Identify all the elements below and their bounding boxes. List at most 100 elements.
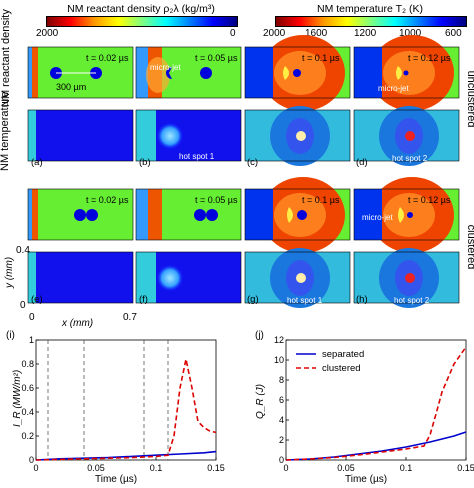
temperature-colorbar-tick: 1600: [305, 28, 328, 39]
panel-label-a: (a): [31, 157, 43, 168]
panel-frame: [135, 188, 242, 241]
jet: [287, 207, 293, 223]
y-tick-label: 2: [279, 435, 284, 445]
y-tick-label: 10: [274, 355, 284, 365]
panel-label-h: (h): [356, 294, 368, 305]
x-tick-label: 0: [33, 463, 38, 473]
y-tick-label: 8: [279, 375, 284, 385]
bubble: [297, 210, 307, 220]
x-tick-label: 0.05: [87, 463, 105, 473]
panel-density-2-2: [244, 177, 351, 253]
jet: [283, 66, 289, 80]
hot-spot: [405, 273, 415, 283]
panel-density-0-3: [353, 35, 460, 111]
collapsing-bubble: [166, 67, 172, 79]
bubble: [206, 209, 218, 221]
x-tick-label: 0.1: [400, 463, 413, 473]
reacted-edge: [354, 189, 382, 240]
panel-frame: [135, 46, 242, 99]
scale-bar-label: 300 µm: [56, 82, 87, 92]
reacted-edge: [354, 47, 382, 98]
temperature-field: [28, 252, 133, 303]
time-label-d: t = 0.12 µs: [408, 53, 451, 63]
panel-temp-1-0: [27, 109, 134, 162]
panel-density-0-1: [135, 46, 242, 99]
hot-spot: [296, 131, 306, 141]
panel-temp-3-3: [353, 248, 460, 308]
heated-region: [28, 110, 36, 161]
map-ytick-top: 0.4: [16, 245, 30, 256]
panel-density-2-3: [353, 177, 460, 253]
map-xtick-left: 0: [29, 312, 35, 323]
plot-frame: [35, 339, 217, 461]
bubble: [403, 70, 409, 76]
plot-j-xlabel: Time (µs): [345, 474, 388, 485]
time-label-e: t = 0.02 µs: [86, 195, 129, 205]
panel-label-b: (b): [139, 157, 151, 168]
x-tick-label: 0.15: [207, 463, 225, 473]
x-tick-label: 0: [283, 463, 288, 473]
time-label-a: t = 0.02 µs: [86, 53, 129, 63]
hotspot2-label-h: hot spot 2: [394, 296, 430, 305]
temperature-colorbar-title: NM temperature T₂ (K): [317, 3, 423, 15]
hot-spot: [405, 131, 415, 141]
series-line-1: [35, 359, 217, 461]
panel-frame: [244, 109, 351, 162]
density-colorbar-tick-right: 0: [230, 28, 236, 39]
map-ytick-bottom: 0: [20, 300, 26, 311]
panel-frame: [353, 251, 460, 304]
compressed-zone: [383, 51, 435, 95]
y-tick-label: 0: [279, 455, 284, 465]
legend-label: clustered: [322, 363, 361, 374]
panel-temp-1-3: [353, 106, 460, 166]
shocked-region: [148, 189, 162, 240]
panel-temp-3-1: [135, 251, 242, 304]
y-tick-label: 0.2: [21, 431, 34, 441]
plot-j-ylabel: Q_R (J): [255, 384, 266, 419]
time-label-f: t = 0.05 µs: [195, 195, 238, 205]
heated-region: [28, 252, 36, 303]
panel-frame: [244, 251, 351, 304]
plot-i-label: (i): [6, 330, 15, 341]
bubble: [194, 209, 206, 221]
bubble: [200, 67, 212, 79]
temperature-colorbar-tick: 1200: [354, 28, 377, 39]
reacted-region: [136, 47, 148, 98]
y-tick-label: 4: [279, 415, 284, 425]
reacted-region: [28, 47, 32, 98]
jet: [398, 207, 404, 223]
reacted-region: [136, 189, 148, 240]
hot-spot: [296, 273, 306, 283]
panel-density-2-1: [135, 188, 242, 241]
density-colorbar: [46, 16, 238, 27]
heated-region: [136, 110, 156, 161]
panel-frame: [353, 109, 460, 162]
temperature-colorbar-tick: 1000: [399, 28, 422, 39]
panel-frame: [353, 188, 460, 241]
hot-glow: [156, 122, 184, 150]
y-tick-label: 0.8: [21, 359, 34, 369]
reacted-edge: [245, 47, 273, 98]
panel-frame: [135, 251, 242, 304]
microjet-label-b: micro-jet: [150, 63, 181, 72]
simulation-panels: [27, 35, 460, 308]
panel-frame: [27, 46, 134, 99]
panel-temp-1-1: [135, 109, 242, 162]
jet: [396, 66, 402, 80]
panel-frame: [353, 46, 460, 99]
plot-i-xlabel: Time (µs): [95, 474, 138, 485]
plot-i: 0 0.05 0.1 0.15 0 0.2 0.4 0.6 0.8 1: [21, 335, 225, 473]
temperature-field: [28, 110, 133, 161]
x-tick-label: 0.05: [337, 463, 355, 473]
panel-frame: [244, 188, 351, 241]
compressed-zone: [146, 57, 170, 93]
panel-frame: [27, 109, 134, 162]
reacted-region: [28, 189, 32, 240]
panel-label-g: (g): [247, 294, 259, 305]
panel-label-d: (d): [356, 157, 368, 168]
x-tick-label: 0.15: [457, 463, 474, 473]
bubble: [74, 209, 86, 221]
panel-frame: [244, 46, 351, 99]
shocked-region: [32, 47, 38, 98]
x-tick-label: 0.1: [150, 463, 163, 473]
